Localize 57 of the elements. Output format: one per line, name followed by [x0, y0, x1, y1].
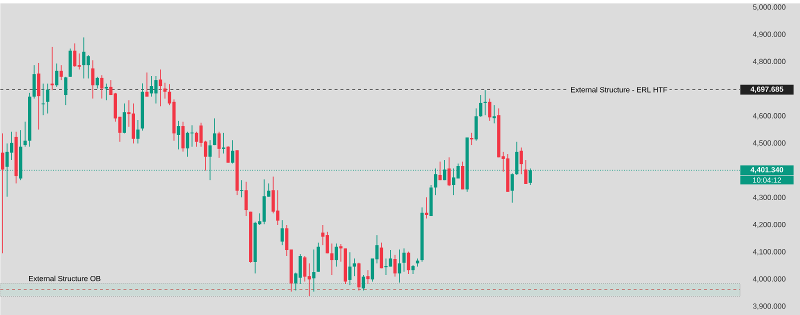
candlestick [484, 90, 487, 116]
candlestick [406, 251, 410, 274]
candlestick [24, 121, 27, 147]
candlestick [60, 64, 63, 80]
candlestick [212, 118, 216, 146]
candlestick [488, 98, 492, 122]
candlestick [32, 64, 36, 99]
candlestick [348, 252, 352, 286]
candlestick [158, 68, 162, 106]
candlestick [334, 242, 338, 267]
candlestick [240, 180, 244, 198]
candlestick [64, 76, 68, 106]
candlestick [226, 146, 230, 164]
candlestick [96, 76, 99, 89]
candlestick [447, 156, 451, 186]
candlestick [474, 108, 478, 141]
candlestick [520, 146, 523, 174]
candlestick [366, 270, 370, 284]
candlestick [50, 46, 54, 90]
candlestick [510, 172, 514, 203]
candlestick [154, 75, 158, 104]
candlestick [222, 132, 226, 154]
candlestick [122, 102, 126, 134]
candlestick [393, 254, 397, 277]
candlestick [339, 244, 342, 262]
candlestick [104, 83, 108, 100]
candlestick [280, 220, 284, 246]
candlestick [479, 94, 482, 118]
candlestick [330, 242, 334, 276]
candlestick [357, 262, 361, 291]
candlestick [244, 181, 248, 216]
candlestick [470, 132, 474, 146]
candlestick [181, 121, 185, 152]
candlestick [380, 242, 384, 268]
candlestick [438, 161, 442, 180]
candlestick [312, 248, 316, 292]
candlestick [55, 62, 58, 88]
candlestick [0, 132, 4, 254]
candlestick [190, 124, 194, 147]
candlestick [186, 131, 190, 158]
candlestick [461, 161, 464, 190]
candlestick [150, 75, 154, 97]
candlestick [136, 120, 140, 144]
candlestick [398, 248, 402, 283]
candlestick [217, 131, 221, 158]
candlestick [42, 83, 45, 116]
candlestick [91, 60, 94, 99]
candlestick [402, 248, 406, 272]
candlestick [524, 159, 528, 184]
candlestick [388, 249, 392, 267]
candlestick [492, 104, 496, 124]
candlestick [100, 74, 104, 99]
candlestick [362, 274, 366, 291]
candlestick [46, 83, 50, 114]
candlestick [176, 120, 180, 150]
candlestick [37, 62, 40, 130]
candlestick [163, 82, 167, 99]
